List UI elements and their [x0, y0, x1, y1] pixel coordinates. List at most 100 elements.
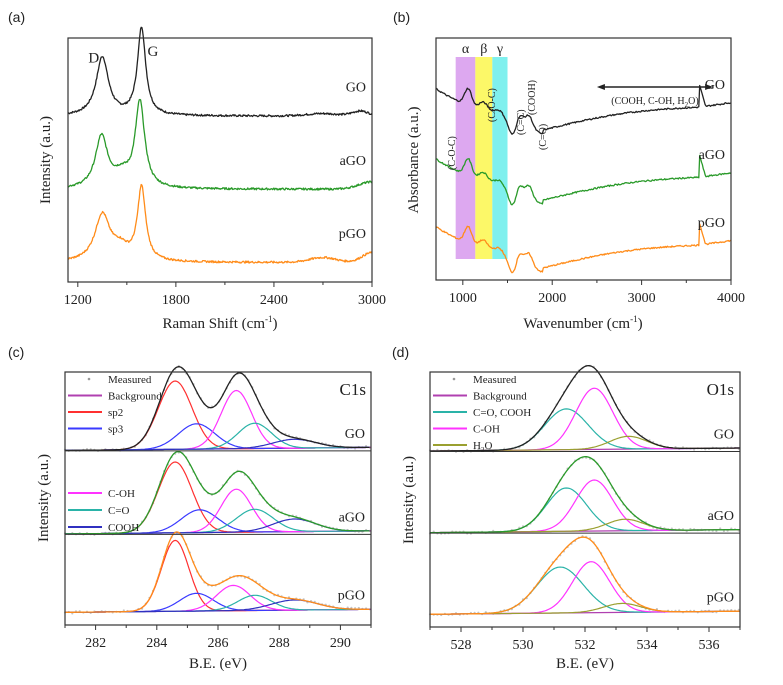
arrow-left-icon — [596, 84, 605, 90]
series-label-aGO: aGO — [699, 148, 725, 163]
panel-a-x-axis-title: Raman Shift (cm-1) — [163, 314, 278, 332]
series-label-GO: GO — [714, 427, 734, 442]
series-label-aGO: aGO — [708, 509, 734, 524]
x-tick-label: 1800 — [162, 293, 190, 308]
panel-c-legend: Measured Background sp2 sp3 C-OH C=O COOH — [68, 374, 162, 534]
x-tick-label: 534 — [637, 638, 658, 653]
legend-entry: Measured — [108, 374, 152, 386]
x-tick-label: 2400 — [260, 293, 288, 308]
series-line-aGO — [435, 154, 732, 206]
series-label-pGO: pGO — [698, 216, 725, 231]
component-sp2-pGO — [65, 539, 370, 613]
panel-a-y-axis-title: Intensity (a.u.) — [38, 116, 54, 204]
x-tick-label: 282 — [85, 636, 106, 651]
panel-a: (a) GO aGO pGO D G 1200 1800 2400 3000 Raman Sh… — [8, 9, 386, 332]
component-C-O-COOH-pGO — [430, 566, 740, 615]
panel-c-x-ticks: 282 284 286 288 290 — [64, 625, 372, 651]
legend-entry: C=O, COOH — [473, 407, 531, 419]
panel-d: (d) GO aGO pGO 528 530 532 534 536 B.E. (eV) I… — [392, 344, 741, 672]
series-line-pGO — [435, 223, 732, 274]
legend-swatch-measured — [452, 377, 456, 381]
panel-d-label: (d) — [392, 344, 409, 360]
panel-d-plot: GO aGO pGO — [428, 364, 741, 617]
bond-annotation: (C-O-C) — [487, 88, 498, 122]
panel-d-core-level-label: O1s — [707, 380, 734, 399]
x-tick-label: 286 — [208, 636, 229, 651]
series-line-GO — [435, 84, 732, 135]
panel-a-plot: GO aGO pGO D G — [67, 26, 373, 264]
bond-annotation: (C-O-C) — [447, 136, 458, 170]
panel-a-frame — [67, 37, 373, 283]
series-label-pGO: pGO — [707, 591, 734, 606]
x-tick-label: 2000 — [538, 291, 566, 306]
measured-point — [436, 448, 439, 451]
component-C-O-COOH-aGO — [430, 487, 740, 534]
measured-point — [737, 608, 740, 612]
peak-label-D: D — [88, 51, 99, 67]
panel-c: (c) GO aGO pGO 282 284 286 288 290 B.E. (eV) I… — [8, 344, 372, 672]
legend-entry: C-OH — [473, 424, 500, 436]
envelope-aGO — [65, 450, 370, 535]
component-C-OH-aGO — [430, 479, 740, 534]
measured-point — [719, 527, 722, 530]
component-C-OH-pGO — [429, 561, 740, 615]
x-tick-label: 284 — [146, 636, 167, 651]
band-label: α — [462, 42, 470, 57]
panel-c-core-level-label: C1s — [340, 380, 366, 399]
series-label-aGO: aGO — [340, 154, 366, 169]
panel-a-label: (a) — [8, 9, 25, 25]
envelope-GO — [65, 366, 370, 452]
band-label: γ — [496, 42, 503, 57]
panel-b-x-ticks: 1000 2000 3000 4000 — [449, 280, 745, 306]
legend-entry: sp2 — [108, 407, 123, 419]
panel-c-plot: GO aGO pGO — [63, 364, 372, 615]
panel-b-plot: GO aGO pGO — [435, 78, 732, 274]
component-C-OH-pGO — [64, 584, 370, 613]
series-line-aGO — [67, 98, 373, 191]
panel-b-y-axis-title: Absorbance (a.u.) — [406, 106, 422, 213]
panel-d-x-axis-title: B.E. (eV) — [556, 656, 614, 672]
x-tick-label: 3000 — [358, 293, 386, 308]
panel-b-annotations: (C-O-C) (C-O-C) (C=C)(COOH)(C=O) (COOH, C-O… — [447, 80, 714, 170]
panel-a-x-ticks: 1200 1800 2400 3000 — [64, 282, 386, 308]
band-label: β — [480, 42, 487, 57]
arrow-right-icon — [705, 84, 714, 90]
x-tick-label: 528 — [451, 638, 472, 653]
envelope-pGO — [65, 531, 370, 613]
measured-point — [346, 606, 349, 609]
series-label-GO: GO — [346, 81, 366, 96]
series-label-pGO: pGO — [339, 227, 366, 242]
legend-swatch-measured — [87, 377, 91, 381]
series-line-pGO — [67, 183, 373, 264]
series-label-aGO: aGO — [339, 510, 365, 525]
legend-entry: Background — [473, 391, 527, 403]
legend-entry: C=O — [108, 505, 130, 517]
band-beta — [475, 57, 493, 259]
series-label-GO: GO — [345, 427, 365, 442]
x-tick-label: 290 — [330, 636, 351, 651]
x-tick-label: 1000 — [449, 291, 477, 306]
panel-b-frame — [435, 37, 732, 281]
series-label-GO: GO — [705, 78, 725, 93]
x-tick-label: 530 — [513, 638, 534, 653]
x-tick-label: 1200 — [64, 293, 92, 308]
measured-point — [365, 445, 368, 448]
panel-c-x-axis-title: B.E. (eV) — [189, 656, 247, 672]
legend-entry: Measured — [473, 374, 517, 386]
x-tick-label: 4000 — [717, 291, 745, 306]
envelope-pGO — [430, 536, 740, 615]
x-tick-label: 288 — [269, 636, 290, 651]
bond-annotation: (C=C) — [516, 109, 527, 135]
legend-entry: sp3 — [108, 424, 124, 436]
range-annotation-label: (COOH, C-OH, H2O) — [611, 96, 698, 109]
peak-label-G: G — [148, 44, 159, 60]
measured-point — [722, 529, 726, 533]
panel-b-x-axis-title: Wavenumber (cm-1) — [523, 314, 642, 332]
envelope-aGO — [430, 456, 740, 534]
x-tick-label: 532 — [575, 638, 596, 653]
series-label-pGO: pGO — [338, 589, 365, 604]
band-gamma — [492, 57, 508, 259]
band-alpha — [455, 57, 476, 259]
